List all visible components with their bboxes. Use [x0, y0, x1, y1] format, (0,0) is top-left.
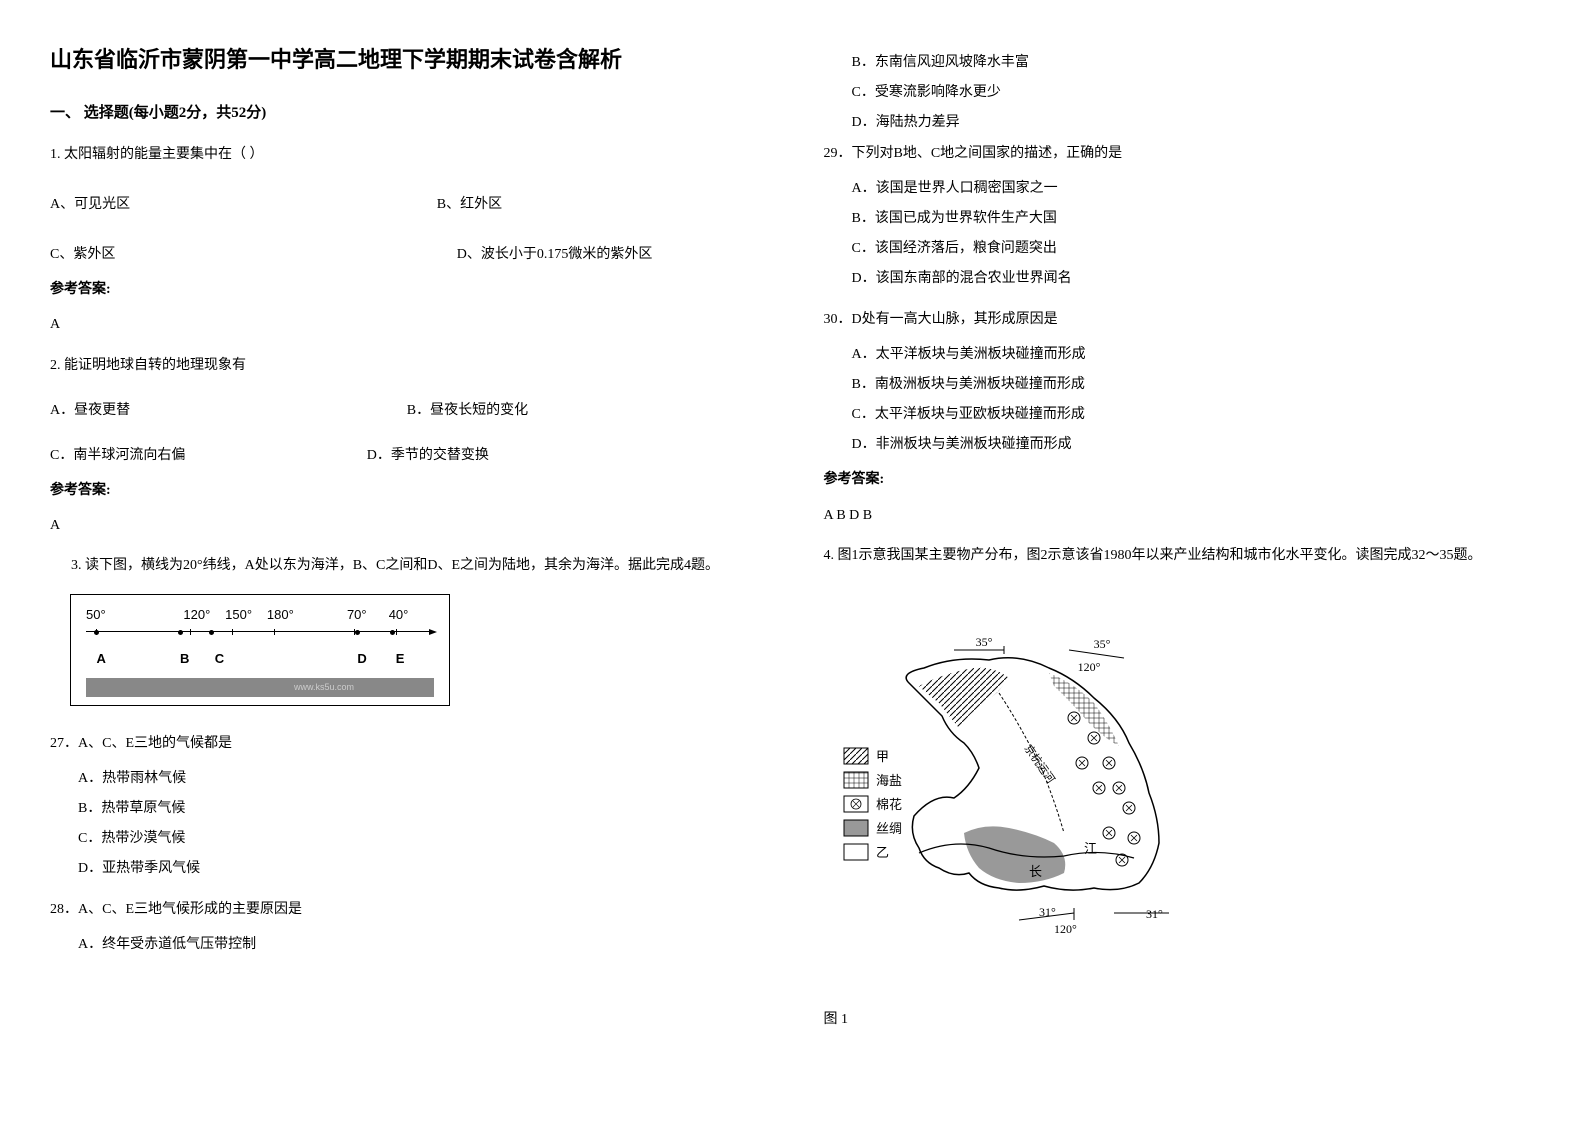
section-title: 一、 选择题(每小题2分，共52分) [50, 100, 764, 127]
question-27: 27．A、C、E三地的气候都是 A．热带雨林气候 B．热带草原气候 C．热带沙漠… [50, 731, 764, 882]
deg-180: 180° [267, 603, 347, 626]
canal-label: 京杭运河 [1021, 742, 1058, 786]
question-29: 29．下列对B地、C地之间国家的描述，正确的是 A．该国是世界人口稠密国家之一 … [824, 141, 1538, 292]
deg-70: 70° [347, 603, 389, 626]
lat-31-right: 31° [1146, 907, 1163, 921]
letter-c: C [215, 647, 358, 670]
legend-haiyan: 海盐 [876, 773, 902, 788]
q29-text: 29．下列对B地、C地之间国家的描述，正确的是 [824, 141, 1538, 166]
q28-opt-b: B．东南信风迎风坡降水丰富 [824, 50, 1538, 75]
deg-150: 150° [225, 603, 267, 626]
lat-35-top: 35° [975, 638, 992, 649]
deg-50: 50° [86, 603, 121, 626]
legend-jia: 甲 [876, 749, 889, 764]
lon-120-bottom: 120° [1054, 922, 1077, 936]
q1-opt-c: C、紫外区 [50, 242, 357, 267]
river-chang: 长 [1029, 864, 1042, 879]
q1-answer: A [50, 312, 764, 337]
q1-text: 1. 太阳辐射的能量主要集中在（ ） [50, 142, 764, 167]
q29-opt-c: C．该国经济落后，粮食问题突出 [824, 236, 1538, 261]
q27-opt-c: C．热带沙漠气候 [50, 826, 764, 851]
q30-opt-b: B．南极洲板块与美洲板块碰撞而形成 [824, 372, 1538, 397]
q2-opt-d: D．季节的交替变换 [367, 443, 764, 468]
q29-opt-d: D．该国东南部的混合农业世界闻名 [824, 266, 1538, 291]
q4-text: 4. 图1示意我国某主要物产分布，图2示意该省1980年以来产业结构和城市化水平… [824, 543, 1538, 568]
map-figure: 35° 35° 120° 京杭运河 [824, 638, 1244, 968]
q30-opt-d: D．非洲板块与美洲板块碰撞而形成 [824, 432, 1538, 457]
q30-answer: A B D B [824, 503, 1538, 528]
q28-opt-c: C．受寒流影响降水更少 [824, 80, 1538, 105]
q1-opt-b: B、红外区 [377, 192, 764, 217]
q30-text: 30．D处有一高大山脉，其形成原因是 [824, 307, 1538, 332]
q2-opt-a: A．昼夜更替 [50, 398, 407, 423]
letter-b: B [180, 647, 215, 670]
scale-bar [86, 631, 434, 643]
q1-answer-label: 参考答案: [50, 277, 764, 302]
q28-text: 28．A、C、E三地气候形成的主要原因是 [50, 897, 764, 922]
q28-opt-a: A．终年受赤道低气压带控制 [50, 932, 764, 957]
q2-answer-label: 参考答案: [50, 478, 764, 503]
q30-opt-c: C．太平洋板块与亚欧板块碰撞而形成 [824, 402, 1538, 427]
question-1: 1. 太阳辐射的能量主要集中在（ ） A、可见光区 B、红外区 C、紫外区 D、… [50, 142, 764, 338]
question-30: 30．D处有一高大山脉，其形成原因是 A．太平洋板块与美洲板块碰撞而形成 B．南… [824, 307, 1538, 528]
q30-opt-a: A．太平洋板块与美洲板块碰撞而形成 [824, 342, 1538, 367]
letter-a: A [96, 647, 180, 670]
question-2: 2. 能证明地球自转的地理现象有 A．昼夜更替 B．昼夜长短的变化 C．南半球河… [50, 353, 764, 539]
q30-answer-label: 参考答案: [824, 467, 1538, 492]
figure-caption: 图 1 [824, 1007, 1538, 1032]
q27-text: 27．A、C、E三地的气候都是 [50, 731, 764, 756]
legend-yi: 乙 [876, 845, 889, 860]
q29-opt-b: B．该国已成为世界软件生产大国 [824, 206, 1538, 231]
q1-opt-a: A、可见光区 [50, 192, 377, 217]
legend-mianhua: 棉花 [876, 797, 902, 812]
q27-opt-d: D．亚热带季风气候 [50, 856, 764, 881]
q1-opt-d: D、波长小于0.175微米的紫外区 [357, 242, 764, 267]
question-3: 3. 读下图，横线为20°纬线，A处以东为海洋，B、C之间和D、E之间为陆地，其… [50, 553, 764, 705]
scale-figure: 50° 120° 150° 180° 70° 40° [70, 594, 450, 706]
lon-120-top: 120° [1077, 660, 1100, 674]
deg-120: 120° [183, 603, 225, 626]
river-jiang: 江 [1084, 841, 1097, 856]
lat-35-right: 35° [1093, 638, 1110, 651]
lat-31-left: 31° [1039, 905, 1056, 919]
q28-opt-d: D．海陆热力差异 [824, 110, 1538, 135]
q2-answer: A [50, 513, 764, 538]
letter-e: E [396, 647, 405, 670]
question-28: 28．A、C、E三地气候形成的主要原因是 A．终年受赤道低气压带控制 [50, 897, 764, 957]
q27-opt-a: A．热带雨林气候 [50, 766, 764, 791]
letter-d: D [357, 647, 395, 670]
deg-40: 40° [389, 603, 434, 626]
q2-text: 2. 能证明地球自转的地理现象有 [50, 353, 764, 378]
legend-sichou: 丝绸 [876, 821, 902, 836]
q29-opt-a: A．该国是世界人口稠密国家之一 [824, 176, 1538, 201]
question-4: 4. 图1示意我国某主要物产分布，图2示意该省1980年以来产业结构和城市化水平… [824, 543, 1538, 1033]
q3-intro: 3. 读下图，横线为20°纬线，A处以东为海洋，B、C之间和D、E之间为陆地，其… [50, 553, 764, 578]
watermark: www.ks5u.com [86, 678, 434, 696]
main-title: 山东省临沂市蒙阴第一中学高二地理下学期期末试卷含解析 [50, 40, 764, 80]
q2-opt-b: B．昼夜长短的变化 [407, 398, 764, 423]
q27-opt-b: B．热带草原气候 [50, 796, 764, 821]
